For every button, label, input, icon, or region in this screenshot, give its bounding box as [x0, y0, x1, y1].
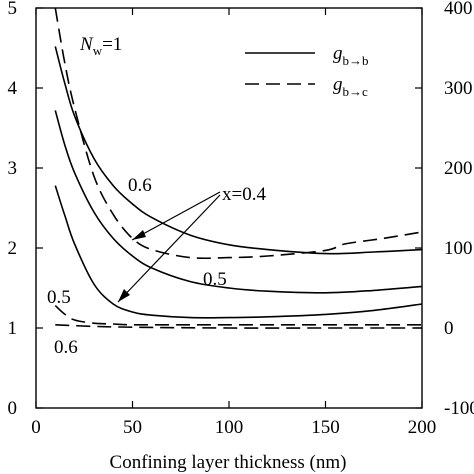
annot-dashed-06: 0.6 [54, 337, 78, 358]
y-left-tick-label: 0 [8, 398, 18, 419]
y-right-tick-label: 400 [444, 0, 473, 19]
y-left-tick-label: 5 [8, 0, 18, 19]
annot-solid-05: 0.5 [203, 269, 227, 290]
annot-arrow-lower [117, 194, 221, 303]
axes: 0 50 100 150 200 0 1 2 3 4 5 -100 0 100 200 300 400 [8, 0, 474, 438]
annotations: x=0.4 0.6 0.5 0.5 0.6 [47, 175, 266, 358]
annot-arrowhead-lower [118, 289, 130, 302]
y-left-tick-label: 1 [8, 318, 18, 339]
series-solid-06 [54, 46, 423, 255]
y-right-tick-label: 300 [444, 78, 473, 99]
series-solid-05 [54, 110, 423, 294]
x-tick-label: 100 [215, 417, 244, 438]
panel-label-sub: w [93, 43, 103, 58]
y-left-tick-label: 3 [8, 158, 18, 179]
annot-arrow-upper [131, 191, 221, 241]
legend-solid-label: gb→b [333, 43, 369, 68]
y-right-tick-label: 0 [444, 318, 454, 339]
y-right-tick-label: 200 [444, 158, 473, 179]
legend-dashed-label: gb→c [333, 74, 368, 99]
legend-solid-sub: b→b [343, 53, 369, 68]
annot-x-label: x=0.4 [222, 184, 266, 205]
panel-label-base: N [79, 34, 94, 55]
y-right-tick-label: 100 [444, 238, 473, 259]
x-tick-label: 200 [408, 417, 437, 438]
x-axis-title: Confining layer thickness (nm) [110, 452, 347, 473]
panel-label: Nw=1 [79, 34, 122, 58]
plot-frame [35, 7, 423, 409]
plot-area [54, 7, 423, 329]
legend-solid-base: g [333, 43, 343, 64]
y-right-tick-label: -100 [444, 398, 474, 419]
legend-dashed-sub: b→c [343, 84, 369, 99]
annot-dashed-05: 0.5 [47, 287, 71, 308]
legend: gb→b gb→c [245, 43, 369, 99]
series-dashed-04 [54, 7, 423, 260]
y-left-tick-label: 2 [8, 238, 18, 259]
panel-label-rest: =1 [102, 34, 122, 55]
series-solid-04 [54, 185, 423, 319]
annot-arrowhead-upper [132, 230, 146, 240]
x-tick-label: 150 [311, 417, 340, 438]
x-tick-label: 50 [123, 417, 142, 438]
series-dashed-05 [54, 305, 422, 326]
legend-dashed-base: g [333, 74, 343, 95]
x-tick-label: 0 [31, 417, 41, 438]
y-left-tick-label: 4 [8, 78, 18, 99]
annot-solid-06: 0.6 [128, 175, 152, 196]
